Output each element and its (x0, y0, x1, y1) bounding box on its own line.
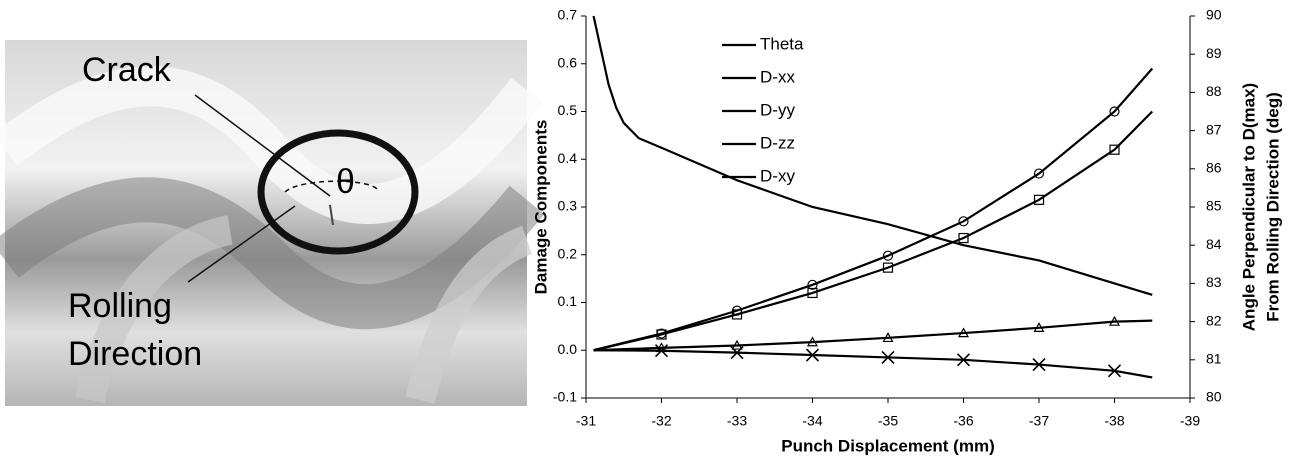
y-tick-label: 0.3 (558, 198, 578, 214)
legend-label: D-xy (760, 166, 795, 185)
y2-tick-label: 86 (1206, 160, 1222, 176)
marker (957, 327, 970, 338)
x-tick-label: -35 (878, 413, 898, 429)
x-tick-label: -31 (576, 413, 596, 429)
y-tick-label: -0.1 (553, 389, 577, 405)
marker (805, 348, 820, 362)
y2-tick-label: 85 (1206, 198, 1222, 214)
legend-label: D-yy (760, 100, 795, 119)
marker (1033, 168, 1045, 179)
marker (1033, 322, 1045, 333)
chart: -31 -32 -33 -34 -35 -36 -37 -38 -39 -0.1 0.0 0.1 0.2… (531, 7, 1282, 456)
crack (329, 204, 334, 226)
marker (958, 232, 969, 244)
y2-tick-label: 80 (1206, 389, 1222, 405)
marker (731, 309, 743, 320)
photo-ridge (405, 225, 533, 404)
marker (807, 287, 818, 299)
y2-tick-label: 84 (1206, 236, 1222, 252)
x-axis-title: Punch Displacement (mm) (781, 436, 995, 455)
marker (881, 350, 895, 364)
x-tick-label: -36 (953, 413, 973, 429)
marker (807, 279, 818, 290)
theta-label: θ (336, 163, 355, 201)
rolling-arc (284, 180, 379, 193)
y-tick-label: 0.2 (558, 245, 578, 261)
photo-ridge (0, 177, 545, 330)
y2-tick-label: 83 (1206, 274, 1222, 290)
marker (1107, 364, 1122, 378)
series-line (593, 349, 1153, 379)
rolling-label: Rolling (68, 287, 172, 325)
marker (882, 250, 894, 261)
x-tick-label: -37 (1029, 413, 1049, 429)
marker (654, 344, 669, 358)
y2-tick-label: 81 (1206, 351, 1222, 367)
y-tick-label: 0.4 (558, 150, 578, 166)
marker (731, 339, 743, 350)
legend-label: Theta (760, 34, 804, 53)
y-tick-label: 0.1 (558, 293, 578, 309)
legend-label: D-xx (760, 67, 795, 86)
series-line (593, 110, 1154, 352)
x-tick-label: -38 (1104, 413, 1124, 429)
y2-tick-label: 90 (1206, 7, 1222, 23)
x-tick-label: -33 (727, 413, 747, 429)
y-tick-label: 0.7 (558, 7, 578, 23)
marker (882, 332, 894, 343)
series-line (592, 15, 1153, 296)
y-tick-label: 0.0 (558, 341, 578, 357)
marker (1033, 194, 1045, 205)
marker (1109, 106, 1120, 117)
legend-label: D-zz (760, 133, 795, 152)
photo: Crack θ Rolling Direction (0, 40, 545, 406)
marker (806, 336, 819, 347)
y-tick-label: 0.6 (558, 54, 578, 70)
y2-axis-title: From Rolling Direction (deg) (1263, 92, 1282, 322)
marker (730, 346, 744, 360)
y2-axis-title: Angle Perpendicular to D(max) (1239, 83, 1258, 331)
y2-tick-label: 89 (1206, 45, 1222, 61)
marker (958, 216, 969, 227)
rolling-label: Direction (68, 335, 202, 373)
y2-tick-label: 82 (1206, 312, 1222, 328)
y-tick-label: 0.5 (558, 102, 578, 118)
y-axis-title: Damage Components (531, 120, 550, 295)
series-line (593, 67, 1154, 352)
marker (1109, 144, 1120, 155)
crack-label: Crack (82, 51, 172, 89)
marker (956, 353, 971, 367)
marker (1032, 358, 1046, 372)
marker (882, 262, 894, 273)
photo-ridge (75, 215, 234, 404)
crack-leader (194, 94, 331, 197)
rolling-leader (187, 205, 296, 283)
x-tick-label: -34 (802, 413, 822, 429)
crack-circle (257, 129, 419, 255)
marker (656, 329, 667, 340)
photo-ridge (0, 66, 543, 224)
y2-tick-label: 87 (1206, 121, 1222, 137)
y2-tick-label: 88 (1206, 83, 1222, 99)
series-line (593, 319, 1153, 352)
x-tick-label: -32 (651, 413, 671, 429)
marker (1108, 315, 1121, 326)
x-tick-label: -39 (1180, 413, 1200, 429)
